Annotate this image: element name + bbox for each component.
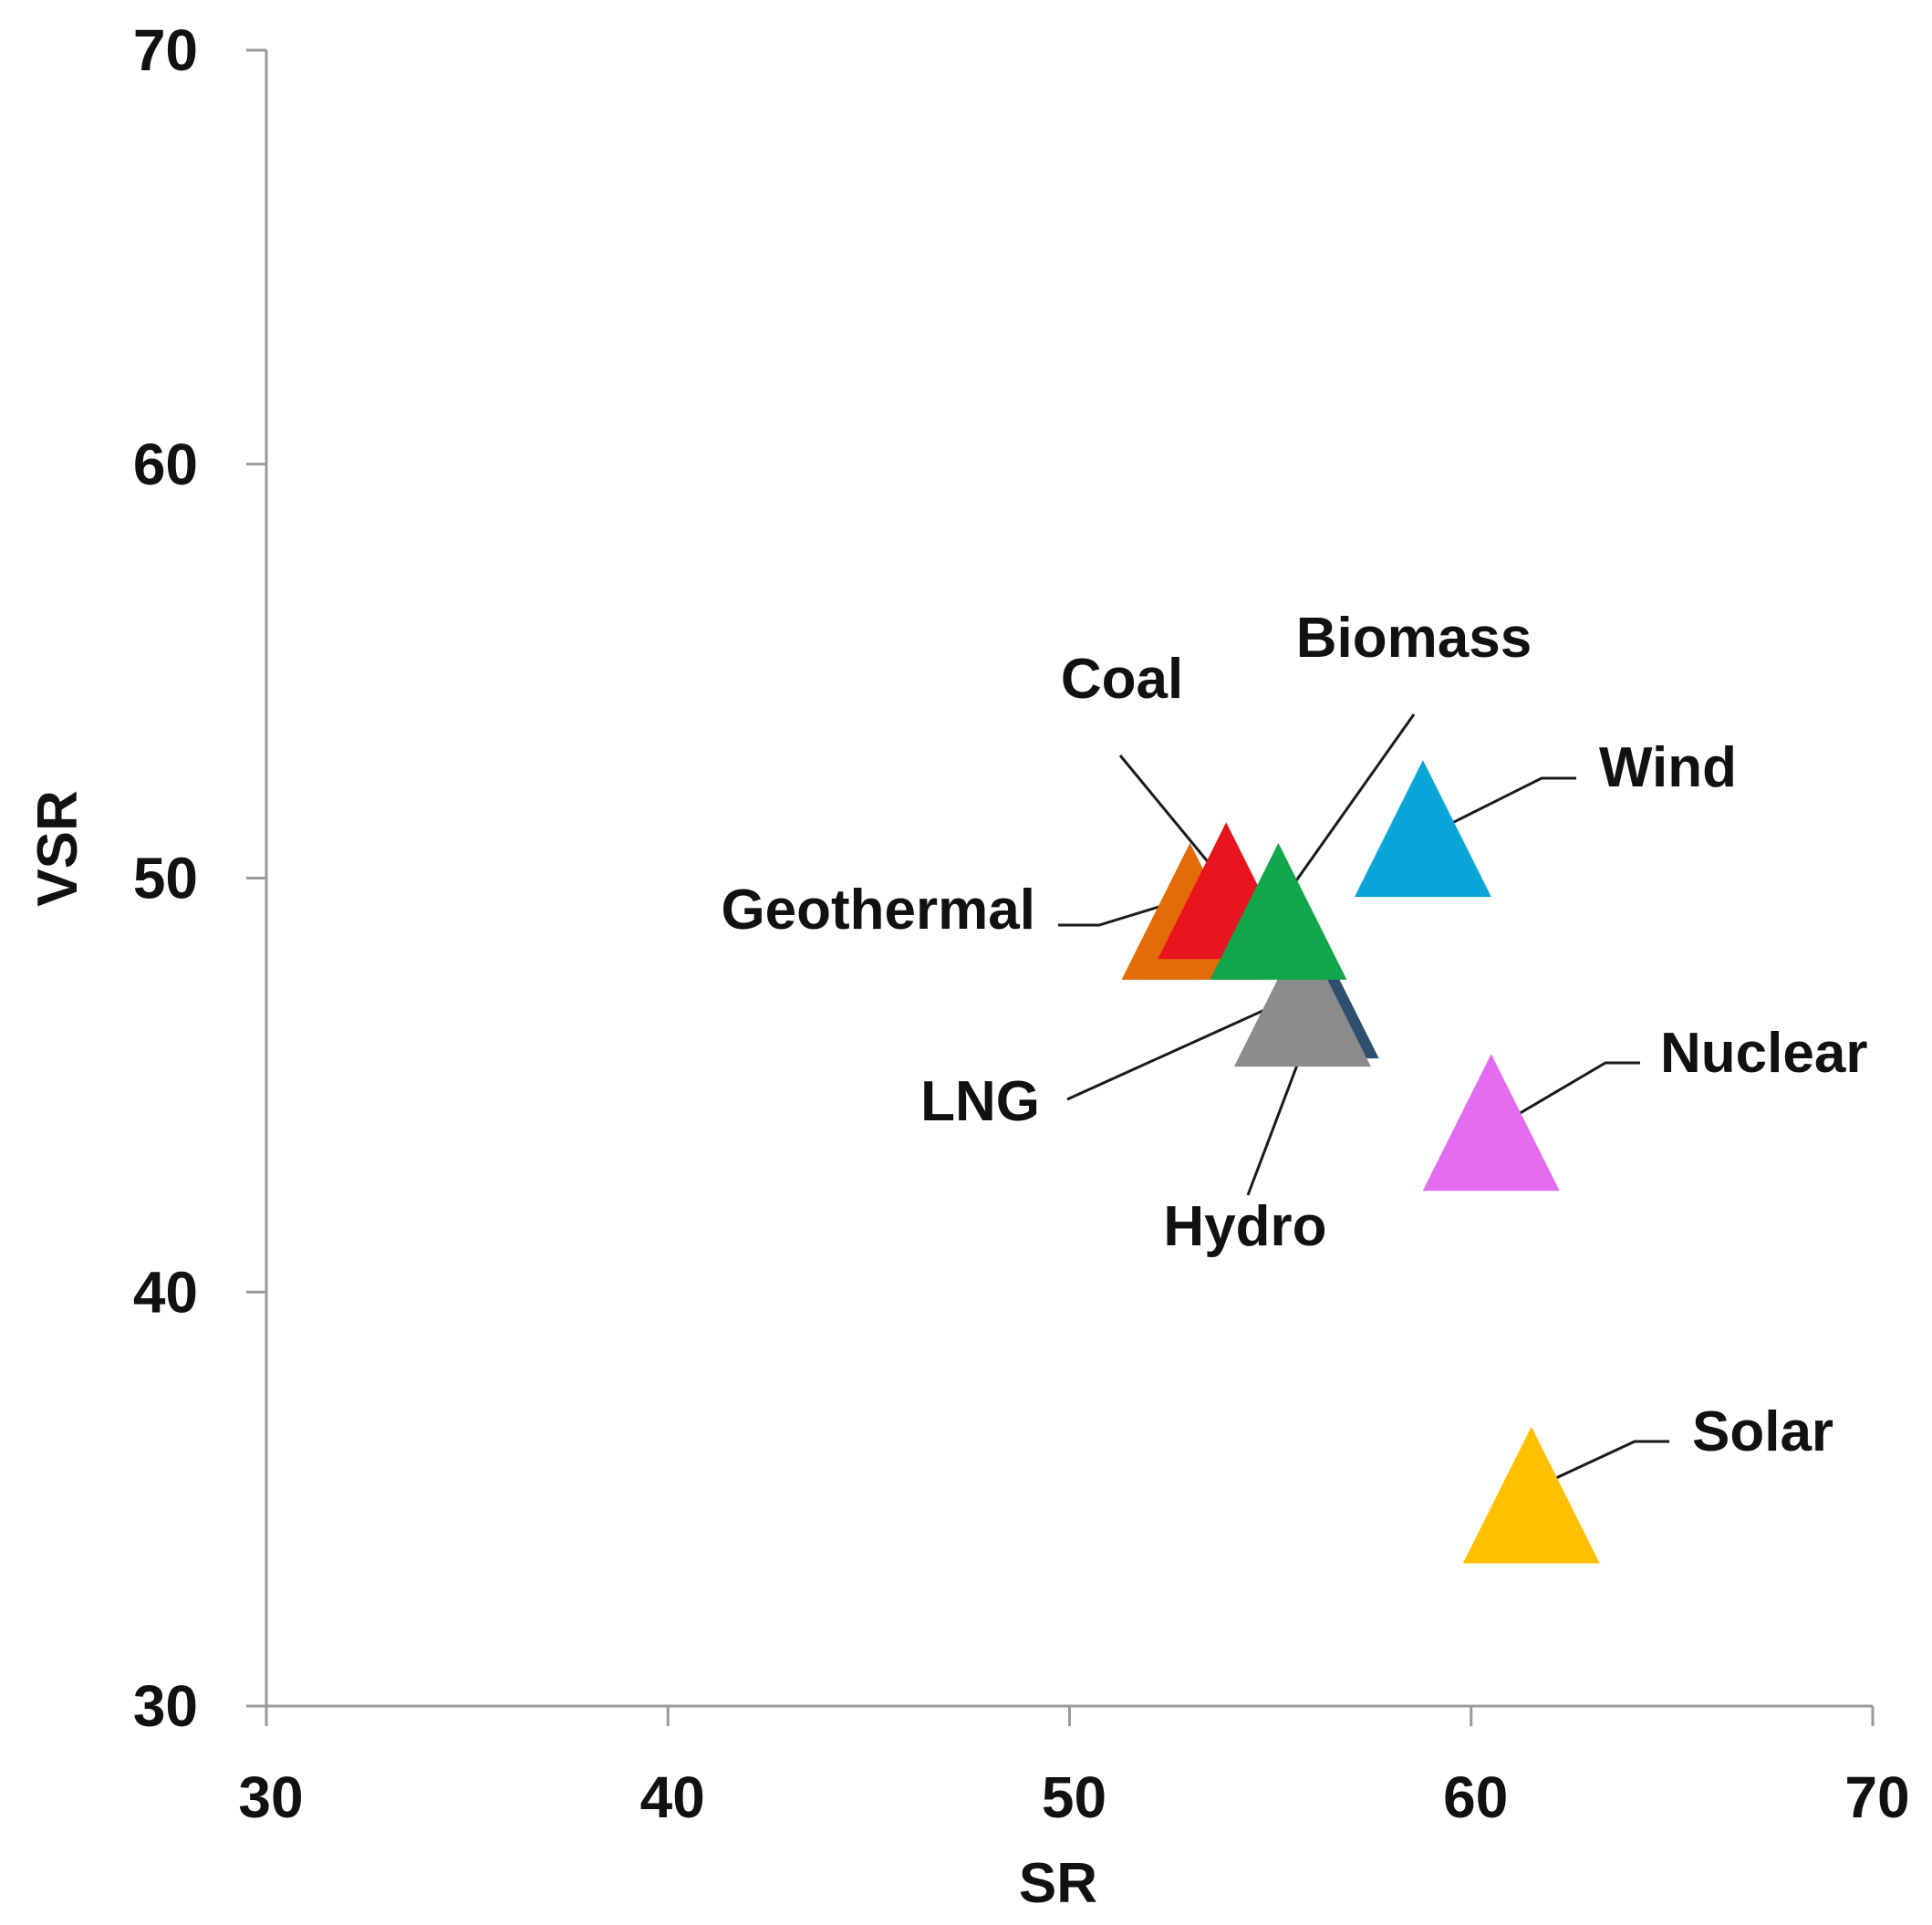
y-tick-label-70: 70 bbox=[133, 17, 198, 83]
point-wind-marker bbox=[1354, 760, 1491, 898]
ticks: 30 40 50 60 70 30 40 50 60 70 bbox=[133, 17, 1910, 1830]
leader-lines bbox=[1058, 713, 1669, 1492]
point-biomass-marker bbox=[1210, 842, 1347, 980]
point-labels: Geothermal Coal Hydro LNG Biomass Wind Nuclear… bbox=[721, 607, 1867, 1463]
y-axis-title: VSR bbox=[26, 790, 89, 906]
y-tick-label-60: 60 bbox=[133, 432, 198, 497]
point-wind-label: Wind bbox=[1599, 736, 1737, 799]
point-solar-label: Solar bbox=[1692, 1400, 1833, 1463]
axis-titles: SR VSR bbox=[26, 790, 1097, 1915]
y-tick-label-50: 50 bbox=[133, 846, 198, 911]
y-tick-label-30: 30 bbox=[133, 1673, 198, 1739]
point-nuclear-leader-line bbox=[1491, 1061, 1640, 1131]
point-lng-leader-line bbox=[1066, 997, 1290, 1101]
point-hydro-label: Hydro bbox=[1163, 1195, 1326, 1258]
x-tick-label-30: 30 bbox=[238, 1764, 303, 1830]
point-solar-leader-line bbox=[1530, 1440, 1669, 1492]
point-wind-leader-line bbox=[1422, 776, 1576, 839]
y-tick-label-40: 40 bbox=[133, 1259, 198, 1325]
x-tick-label-60: 60 bbox=[1443, 1764, 1508, 1830]
x-tick-label-70: 70 bbox=[1844, 1764, 1909, 1830]
point-nuclear-marker bbox=[1422, 1054, 1560, 1191]
data-points bbox=[1121, 760, 1600, 1564]
point-solar-marker bbox=[1462, 1426, 1600, 1564]
point-biomass-label: Biomass bbox=[1296, 607, 1532, 670]
point-coal-label: Coal bbox=[1061, 648, 1183, 711]
point-geothermal-leader-line bbox=[1058, 897, 1187, 927]
point-biomass-leader-line bbox=[1275, 713, 1416, 909]
point-geothermal-label: Geothermal bbox=[721, 879, 1035, 942]
x-tick-label-50: 50 bbox=[1042, 1764, 1106, 1830]
point-nuclear-label: Nuclear bbox=[1660, 1022, 1867, 1085]
point-lng-label: LNG bbox=[920, 1070, 1040, 1133]
x-tick-label-40: 40 bbox=[640, 1764, 705, 1830]
x-axis-title: SR bbox=[1019, 1852, 1097, 1915]
axes bbox=[265, 50, 1873, 1708]
point-lng-marker bbox=[1233, 930, 1371, 1067]
